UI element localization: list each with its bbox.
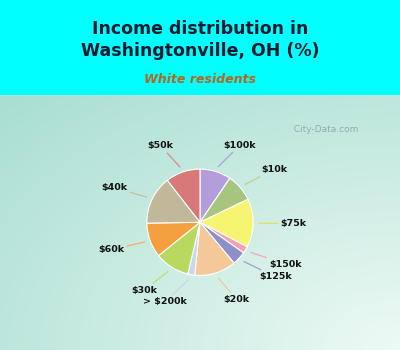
Text: > $200k: > $200k	[143, 280, 189, 307]
Wedge shape	[159, 222, 200, 274]
Text: Income distribution in
Washingtonville, OH (%): Income distribution in Washingtonville, …	[81, 20, 319, 60]
Wedge shape	[200, 222, 247, 253]
Wedge shape	[200, 169, 230, 222]
Text: $100k: $100k	[218, 140, 256, 167]
Wedge shape	[200, 178, 248, 222]
Text: $75k: $75k	[259, 219, 307, 228]
Wedge shape	[147, 222, 200, 256]
Wedge shape	[195, 222, 234, 275]
Wedge shape	[167, 169, 200, 222]
Text: White residents: White residents	[144, 73, 256, 86]
Wedge shape	[147, 180, 200, 223]
Wedge shape	[200, 199, 253, 247]
Wedge shape	[200, 222, 244, 263]
Text: $40k: $40k	[101, 183, 147, 197]
Text: $20k: $20k	[218, 278, 250, 304]
Wedge shape	[188, 222, 200, 275]
Text: City-Data.com: City-Data.com	[288, 125, 358, 134]
Text: $30k: $30k	[131, 272, 168, 295]
Text: $60k: $60k	[98, 242, 144, 254]
Text: $50k: $50k	[148, 141, 180, 167]
Text: $150k: $150k	[251, 252, 302, 269]
Text: $125k: $125k	[244, 261, 292, 281]
Text: $10k: $10k	[245, 165, 287, 184]
